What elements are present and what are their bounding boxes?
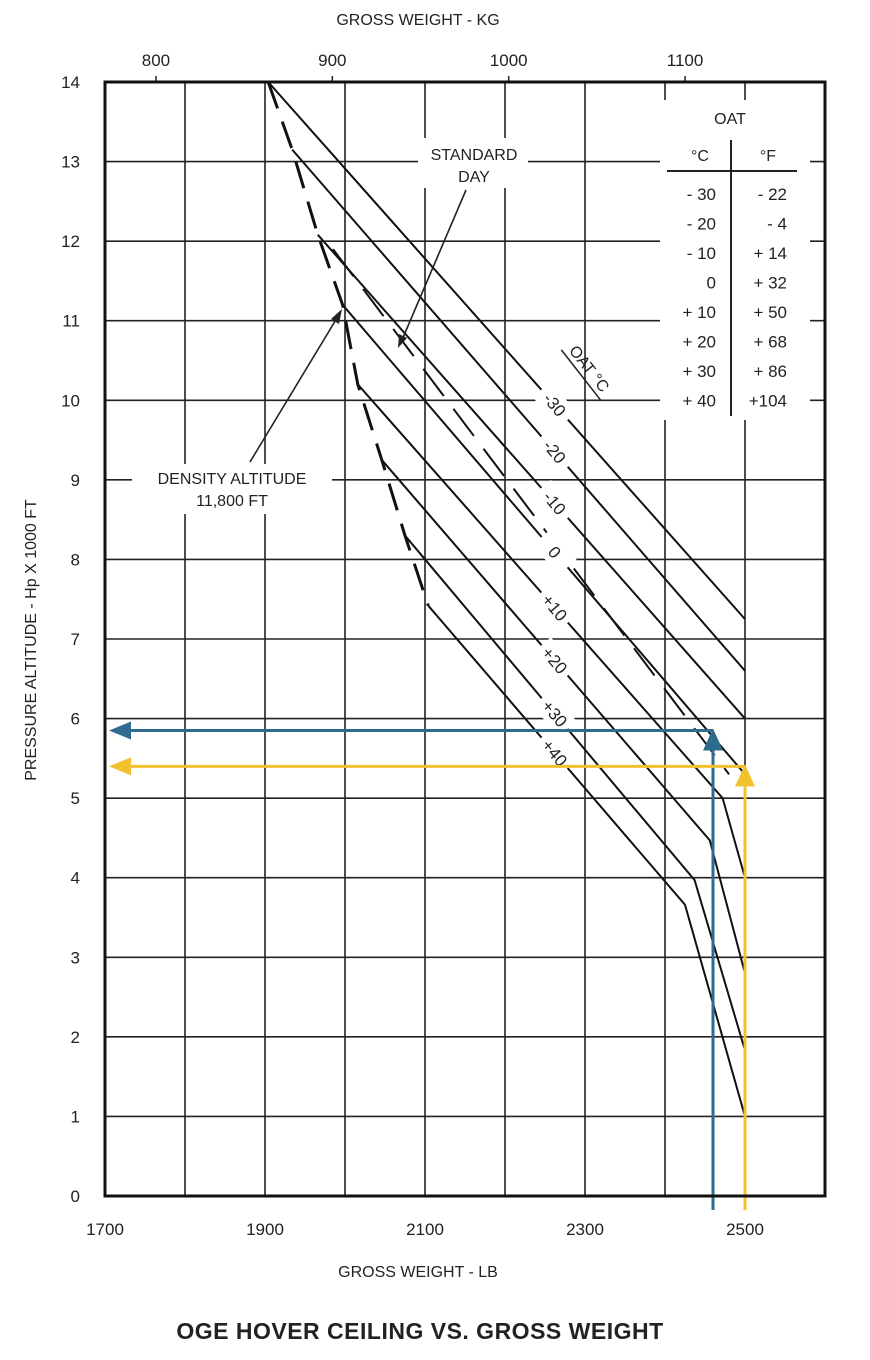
oat-row-f: +104 — [749, 392, 787, 411]
x2-tick-label: 1000 — [490, 51, 528, 70]
oat-row-f: - 4 — [767, 215, 787, 234]
oat-table-col-c: °C — [691, 148, 709, 165]
y-tick-label: 12 — [61, 232, 80, 251]
oat-row-c: - 20 — [687, 215, 716, 234]
y-tick-label: 4 — [71, 869, 80, 888]
y-tick-label: 13 — [61, 153, 80, 172]
curve-label-bg — [532, 479, 577, 526]
y-tick-label: 5 — [71, 789, 80, 808]
oat-row-f: - 22 — [758, 185, 787, 204]
density-altitude-arrow — [249, 317, 338, 463]
oat-line-+40 — [427, 604, 746, 1117]
oat-row-c: + 10 — [682, 303, 716, 322]
oat-series-label-underline — [560, 349, 602, 401]
oat-row-c: + 30 — [682, 362, 716, 381]
readout-left-arrowhead — [109, 757, 131, 776]
curve-labels: -30-20-100+10+20+30+40 — [532, 381, 577, 776]
chart-title: OGE HOVER CEILING VS. GROSS WEIGHT — [176, 1318, 664, 1344]
y-tick-label: 6 — [71, 710, 80, 729]
x-tick-label: 2500 — [726, 1220, 764, 1239]
y-tick-label: 14 — [61, 73, 80, 92]
oat-line-+20 — [381, 459, 746, 974]
y-tick-label: 3 — [71, 948, 80, 967]
curve-label-bg — [532, 637, 577, 684]
oat-row-c: + 20 — [682, 333, 716, 352]
x-axis-label: GROSS WEIGHT - LB — [338, 1264, 498, 1281]
oat-row-f: + 14 — [753, 244, 787, 263]
oat-row-f: + 86 — [753, 362, 787, 381]
oat-row-c: + 40 — [682, 392, 716, 411]
readout-up-arrowhead — [703, 728, 723, 751]
x2-tick-label: 900 — [318, 51, 346, 70]
curve-label-bg — [532, 729, 577, 776]
oat-table-bg — [660, 100, 810, 420]
readout-up-arrowhead — [735, 764, 755, 787]
x-tick-label: 1700 — [86, 1220, 124, 1239]
y-tick-label: 2 — [71, 1028, 80, 1047]
standard-day-arrowhead — [398, 334, 407, 348]
oat-row-c: - 10 — [687, 244, 716, 263]
y-tick-label: 9 — [71, 471, 80, 490]
y-tick-label: 8 — [71, 550, 80, 569]
readout-arrows — [109, 721, 755, 1210]
oat-table-col-f: °F — [760, 148, 776, 165]
readout-left-arrowhead — [109, 721, 131, 740]
oat-row-f: + 68 — [753, 333, 787, 352]
oat-line-+10 — [357, 383, 746, 878]
curve-label-bg — [532, 381, 577, 428]
curve-label-bg — [532, 428, 577, 475]
plot-frame — [103, 80, 827, 1198]
oat-curves — [266, 81, 746, 1117]
x-tick-label: 2100 — [406, 1220, 444, 1239]
standard-day-bg — [418, 138, 528, 188]
oat-row-f: + 32 — [753, 274, 787, 293]
curve-label-bg — [532, 529, 577, 576]
oat-row-c: - 30 — [687, 185, 716, 204]
oat-row-c: 0 — [707, 274, 716, 293]
x-tick-label: 1900 — [246, 1220, 284, 1239]
y-tick-label: 11 — [62, 312, 80, 331]
standard-day-label-2: DAY — [458, 169, 490, 186]
density-altitude-bg — [132, 464, 332, 514]
density-altitude-arrowhead — [331, 309, 342, 324]
x2-tick-label: 800 — [142, 51, 170, 70]
y-tick-label: 0 — [71, 1187, 80, 1206]
density-altitude-label-1: DENSITY ALTITUDE — [158, 471, 307, 488]
y-tick-label: 7 — [71, 630, 80, 649]
y-tick-label: 1 — [71, 1107, 80, 1126]
oat-line--20 — [291, 148, 746, 672]
oat-series-label-text: OAT °C — [565, 343, 612, 396]
curve-label-bg — [532, 690, 577, 737]
density-altitude-line — [266, 81, 430, 607]
oat-table-rows: - 30 - 22 - 20 - 4 - 10 + 14 0 + 32 + 10 + 50 + 20… — [682, 185, 787, 411]
x-tick-label: 2300 — [566, 1220, 604, 1239]
y-axis-label: PRESSURE ALTITUDE - Hp X 1000 FT — [23, 499, 40, 781]
oat-line--10 — [317, 234, 746, 720]
y-tick-label: 10 — [61, 391, 80, 410]
curve-label-bg — [532, 584, 577, 631]
density-altitude-label-2: 11,800 FT — [196, 493, 268, 510]
oat-row-f: + 50 — [753, 303, 787, 322]
x2-tick-label: 1100 — [667, 51, 704, 70]
oat-series-label: OAT °C — [560, 343, 612, 401]
standard-day-label-1: STANDARD — [431, 147, 518, 164]
x2-axis-label: GROSS WEIGHT - KG — [336, 12, 499, 29]
oat-table-header: OAT — [714, 111, 746, 128]
standard-day-arrow — [401, 189, 467, 341]
oat-line--30 — [267, 81, 746, 620]
oat-line-+30 — [404, 534, 746, 1051]
